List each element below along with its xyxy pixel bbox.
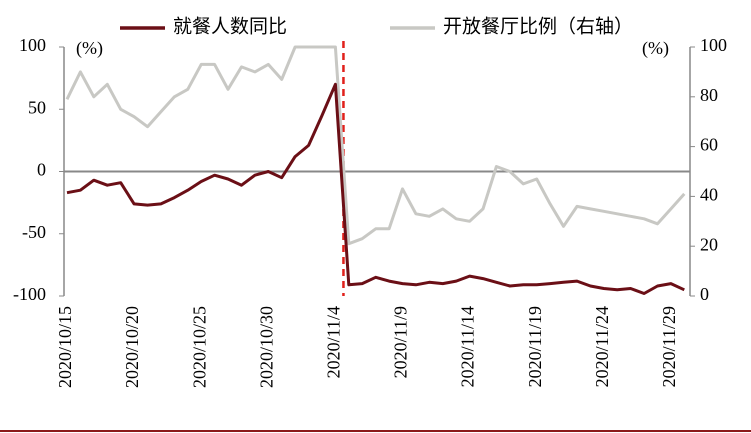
y2-tick-label: 20	[700, 234, 718, 254]
x-tick-label: 2020/10/15	[55, 306, 75, 388]
y2-tick-label: 100	[700, 35, 727, 55]
y2-tick-label: 60	[700, 135, 718, 155]
x-tick-label: 2020/10/20	[122, 306, 142, 388]
legend-label: 就餐人数同比	[173, 15, 287, 37]
x-tick-label: 2020/10/25	[189, 306, 209, 388]
y-axis-label: (%)	[76, 38, 103, 59]
y-tick-label: -50	[22, 222, 46, 242]
x-tick-label: 2020/10/30	[256, 306, 276, 388]
y2-tick-label: 80	[700, 85, 718, 105]
series-line	[65, 45, 686, 246]
x-tick-label: 2020/11/29	[659, 306, 679, 387]
legend-label: 开放餐厅比例（右轴）	[443, 15, 633, 37]
y2-tick-label: 0	[700, 284, 709, 304]
y-tick-label: 100	[19, 35, 46, 55]
x-tick-label: 2020/11/14	[458, 306, 478, 387]
y-tick-label: 50	[28, 97, 46, 117]
x-tick-label: 2020/11/4	[324, 306, 344, 378]
y2-tick-label: 40	[700, 185, 718, 205]
y-tick-label: 0	[37, 160, 46, 180]
y-tick-label: -100	[13, 284, 46, 304]
y2-axis-label: (%)	[642, 38, 669, 59]
series-line	[66, 82, 685, 295]
x-tick-label: 2020/11/9	[391, 306, 411, 378]
x-tick-label: 2020/11/19	[525, 306, 545, 387]
x-tick-label: 2020/11/24	[592, 306, 612, 387]
